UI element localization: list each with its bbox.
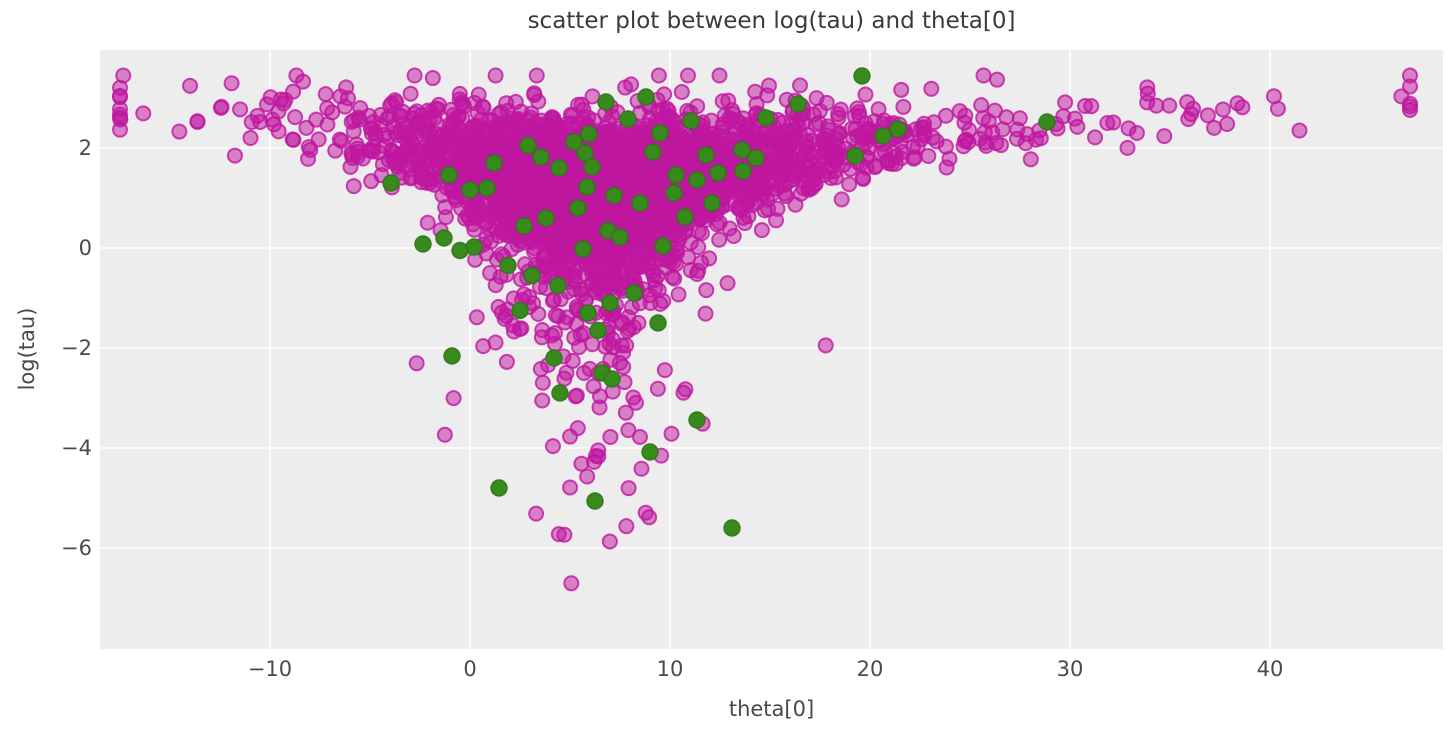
- plot-area: [100, 50, 1443, 649]
- y-tick-label: −2: [61, 336, 92, 360]
- x-tick-label: 40: [1256, 657, 1284, 681]
- x-tick-label: 10: [656, 657, 684, 681]
- scatter-canvas: [100, 50, 1443, 649]
- chart-title: scatter plot between log(tau) and theta[…: [527, 8, 1016, 34]
- y-tick-label: −4: [61, 436, 92, 460]
- y-tick-label: 0: [78, 236, 92, 260]
- y-tick-label: −6: [61, 536, 92, 560]
- y-tick-label: 2: [78, 136, 92, 160]
- x-tick-label: 0: [463, 657, 477, 681]
- x-tick-label: −10: [247, 657, 293, 681]
- x-tick-label: 20: [856, 657, 884, 681]
- x-axis-label: theta[0]: [728, 697, 815, 721]
- x-tick-label: 30: [1056, 657, 1084, 681]
